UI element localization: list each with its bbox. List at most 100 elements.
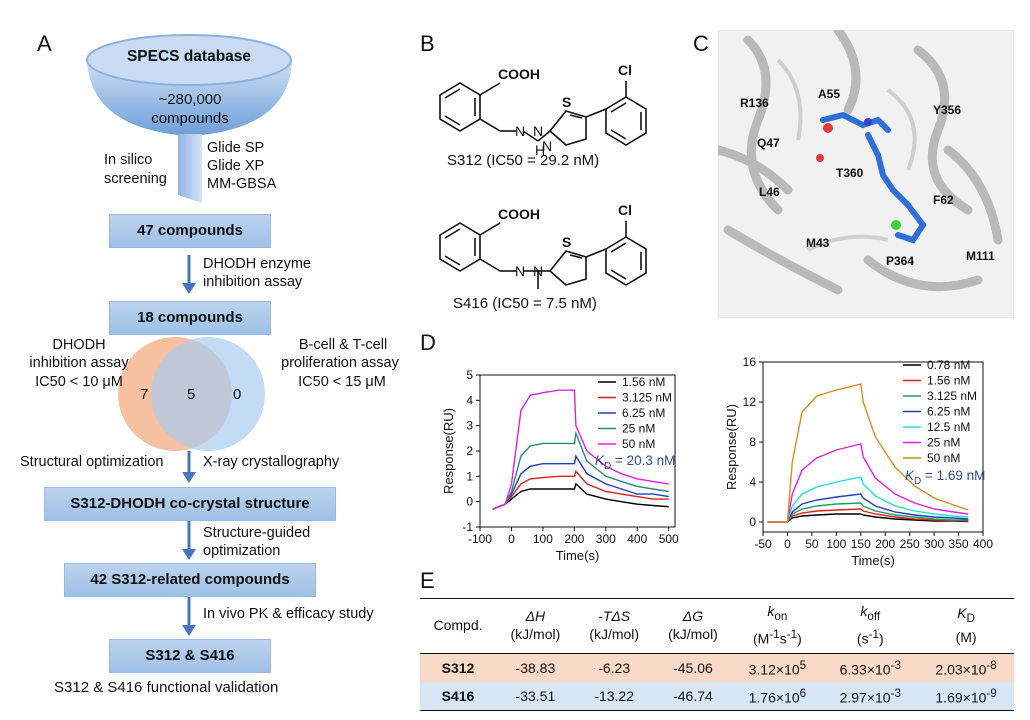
- y-tick-label: 5: [466, 368, 473, 382]
- y-tick-label: 4: [466, 393, 473, 407]
- panel-a-graphics: [86, 34, 292, 636]
- x-tick-label: 400: [627, 532, 647, 546]
- s416-n1: N: [515, 263, 525, 279]
- x-tick-label: -50: [754, 537, 772, 551]
- panel-label-c: C: [693, 31, 709, 56]
- x-axis-label: Time(s): [851, 553, 895, 568]
- kd-annotation: KD = 1.69 nM: [905, 468, 985, 487]
- s312-n3: N: [542, 138, 552, 154]
- x-tick-label: 350: [949, 537, 969, 551]
- col-compd: Compd.: [420, 597, 496, 655]
- s312-n2: N: [533, 123, 543, 139]
- screening-label-1: In silico: [104, 152, 153, 168]
- x-tick-label: -100: [468, 532, 492, 546]
- cell-dg: -45.06: [653, 653, 733, 683]
- funnel-rim: [86, 34, 292, 86]
- x-tick-label: 200: [564, 532, 584, 546]
- cell-kd: 1.69×10-9: [918, 682, 1014, 712]
- y-tick-label: 2: [466, 444, 473, 458]
- screening-label-2: screening: [104, 171, 167, 187]
- cell-koff: 2.97×10-3: [822, 682, 919, 712]
- s416-caption: S416 (IC50 = 7.5 nM): [453, 295, 597, 312]
- kd-sub: D: [604, 461, 611, 472]
- box-18-compounds: 18 compounds: [109, 301, 271, 335]
- x-tick-label: 500: [659, 532, 679, 546]
- funnel-stem: [178, 134, 202, 203]
- s416-s: S: [562, 234, 571, 250]
- x-tick-label: 100: [826, 537, 846, 551]
- venn-right-circle: [151, 337, 265, 451]
- x-tick-label: 50: [805, 537, 819, 551]
- s312-cl: Cl: [618, 62, 632, 78]
- step-structure-guided-2: optimization: [203, 543, 281, 559]
- final-validation-text: S312 & S416 functional validation: [54, 679, 279, 696]
- spr-chart-s416: -50 0 50 100 150 200 250 300 350 400 0 4 8 12 16 Time(s…: [724, 355, 993, 568]
- legend-label: 25 nM: [622, 422, 655, 436]
- venn-right-count: 0: [233, 386, 242, 403]
- x-tick-label: 100: [533, 532, 553, 546]
- x-axis-label: Time(s): [556, 548, 600, 563]
- s312-s: S: [562, 94, 571, 110]
- kd-annotation: KD = 20.3 nM: [595, 453, 675, 472]
- cell-compd: S312: [420, 653, 496, 683]
- residue-p364: P364: [886, 254, 915, 268]
- cell-dg: -46.74: [653, 682, 733, 712]
- residue-r136: R136: [740, 96, 769, 110]
- left-assay-line-2: inhibition assay: [29, 355, 129, 371]
- right-assay-line-2: proliferation assay: [281, 355, 399, 371]
- thermodynamics-table: Compd. ΔH (kJ/mol) -TΔS (kJ/mol) ΔG (kJ/mol…: [420, 597, 1014, 712]
- y-tick-label: -1: [462, 520, 473, 534]
- cell-kd: 2.03×10-8: [918, 653, 1014, 683]
- y-tick-label: 0: [466, 495, 473, 509]
- y-tick-label: 0: [749, 515, 756, 529]
- legend-label: 12.5 nM: [927, 420, 970, 434]
- col-dh: ΔH (kJ/mol): [496, 597, 575, 655]
- method-glide-xp: Glide XP: [207, 158, 265, 174]
- kd-value: = 20.3 nM: [611, 453, 675, 468]
- y-tick-label: 12: [743, 395, 757, 409]
- legend-label: 50 nM: [927, 451, 960, 465]
- box-47-compounds: 47 compounds: [109, 214, 271, 248]
- series-line: [767, 443, 969, 523]
- y-axis-label: Response(RU): [441, 408, 456, 494]
- s416-cl: Cl: [618, 202, 632, 218]
- legend-label: 1.56 nM: [927, 374, 970, 388]
- cell-tds: -13.22: [574, 682, 654, 712]
- y-tick-label: 8: [749, 435, 756, 449]
- x-tick-label: 0: [784, 537, 791, 551]
- panel-label-a: A: [37, 31, 52, 56]
- residue-q47: Q47: [757, 136, 780, 150]
- legend-label: 6.25 nM: [927, 405, 970, 419]
- cell-kon: 3.12×105: [732, 653, 823, 683]
- col-kd: KD (M): [918, 597, 1014, 655]
- cell-dh: -33.51: [496, 682, 575, 712]
- legend-label: 0.78 nM: [927, 358, 970, 372]
- s312-caption: S312 (IC50 = 29.2 nM): [447, 152, 600, 169]
- y-axis-label: Response(RU): [724, 404, 739, 490]
- left-assay-line-1: DHODH: [52, 337, 106, 353]
- venn-left-count: 7: [140, 386, 149, 403]
- x-tick-label: 400: [973, 537, 993, 551]
- cell-dh: -38.83: [496, 653, 575, 683]
- s312-cooh: COOH: [498, 66, 540, 82]
- left-assay-line-3: IC50 < 10 μM: [35, 374, 123, 390]
- col-koff: koff (s-1): [822, 597, 919, 655]
- panel-b-structures: COOH Cl S N N H N COOH Cl S N N: [439, 62, 647, 289]
- legend-label: 6.25 nM: [622, 406, 665, 420]
- step-in-vivo: In vivo PK & efficacy study: [203, 606, 374, 622]
- kd-sub: D: [914, 476, 921, 487]
- x-tick-label: 250: [900, 537, 920, 551]
- residue-f62: F62: [933, 193, 954, 207]
- residue-a55: A55: [818, 87, 841, 101]
- y-tick-label: 1: [466, 469, 473, 483]
- x-tick-label: 0: [508, 532, 515, 546]
- table-header-row: Compd. ΔH (kJ/mol) -TΔS (kJ/mol) ΔG (kJ/mol…: [420, 597, 1014, 655]
- x-tick-label: 150: [851, 537, 871, 551]
- method-mmgbsa: MM-GBSA: [207, 176, 277, 192]
- y-tick-label: 16: [743, 355, 757, 369]
- col-kon: kon (M-1s-1): [732, 597, 823, 655]
- crystal-structure-image: [718, 30, 1014, 318]
- right-assay-line-1: B-cell & T-cell: [298, 337, 388, 353]
- table-row: S416 -33.51 -13.22 -46.74 1.76×106 2.97×…: [420, 682, 1014, 712]
- residue-y356: Y356: [933, 103, 962, 117]
